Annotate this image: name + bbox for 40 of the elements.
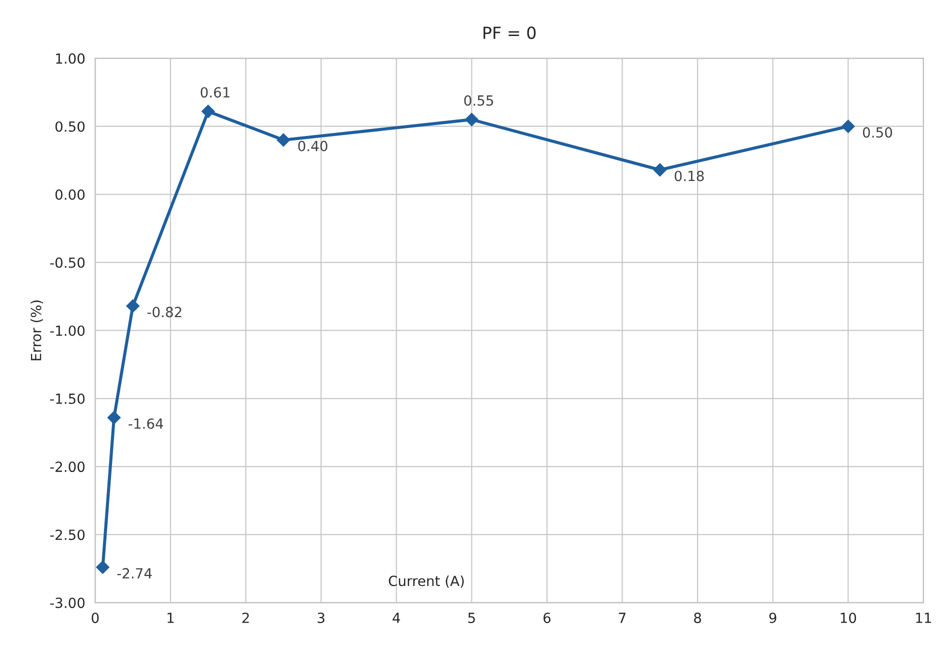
point [126,299,140,313]
x-tick-label: 4 [392,612,400,623]
y-tick-label: 0.50 [55,121,85,132]
x-tick-label: 9 [769,612,776,624]
x-tick-label: 7 [618,612,626,623]
point [96,560,110,574]
x-tick-label: 8 [694,612,702,624]
x-tick-label: 0 [92,612,99,624]
y-tick-label: 1.00 [56,53,85,64]
data-label: 0.50 [862,127,892,138]
y-axis-title: Error (%) [30,300,43,360]
data-label: 0.55 [464,95,494,106]
y-tick-label: -2.00 [50,462,85,472]
x-tick-label: 3 [318,612,324,624]
data-label: -0.82 [147,306,182,318]
point [202,104,215,118]
data-label: 0.18 [674,170,704,182]
data-label: 0.40 [298,140,328,152]
x-tick-label: 2 [242,612,249,623]
chart-title: PF = 0 [484,26,536,40]
x-axis-title: Current (A) [388,575,464,588]
y-tick-label: 0.00 [55,189,85,200]
data-label: -2.74 [117,568,152,578]
y-tick-label: -1.50 [50,393,85,404]
data-label: -1.64 [128,418,164,429]
point [107,410,121,424]
x-tick-label: 11 [916,612,931,623]
x-tick-label: 5 [468,612,475,624]
y-tick-label: -1.00 [50,325,85,336]
x-tick-label: 1 [168,612,174,623]
data-label: 0.61 [200,87,230,98]
y-tick-label: -0.50 [50,257,85,268]
x-tick-label: 10 [840,612,856,624]
x-tick-label: 6 [544,612,551,624]
point [465,112,478,126]
y-tick-label: -2.50 [50,530,85,540]
point [276,133,290,147]
y-tick-label: -3.00 [50,598,85,608]
point [842,120,855,133]
point [653,163,666,176]
